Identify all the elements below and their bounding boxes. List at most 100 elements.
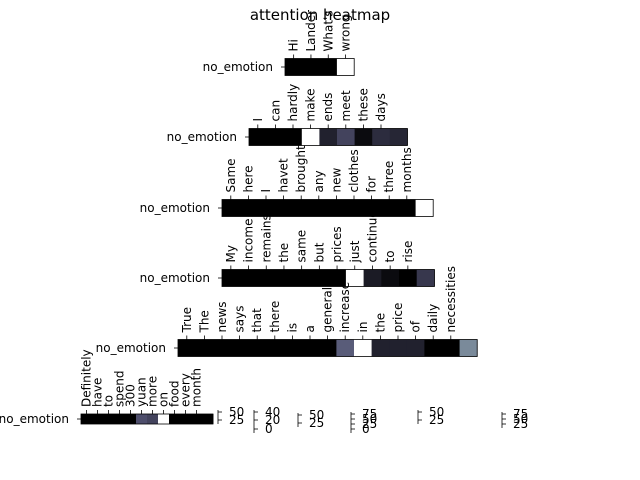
heatmap-cell <box>239 199 258 217</box>
heatmap-cell <box>318 339 337 357</box>
token-label: havet <box>277 158 291 192</box>
heatmap-cell <box>158 414 170 424</box>
token-label: the <box>373 313 387 333</box>
token-label: 300 <box>124 384 138 407</box>
heatmap-cell <box>310 199 328 217</box>
heatmap-cell <box>399 269 418 287</box>
heatmap-cell <box>336 58 355 76</box>
heatmap-cell <box>442 339 460 357</box>
token-label: price <box>391 303 405 333</box>
token-label: income <box>242 219 256 263</box>
token-label: meet <box>339 90 353 121</box>
token-label: but <box>312 242 326 262</box>
colorbar-tick-label: 25 <box>362 417 377 431</box>
token-label: on <box>157 392 171 407</box>
heatmap-cell <box>337 128 355 146</box>
token-label: general <box>321 287 335 333</box>
token-label: food <box>168 380 182 407</box>
heatmap-cell <box>180 414 192 424</box>
heatmap-cell <box>103 414 115 424</box>
token-label: yuan <box>135 377 149 407</box>
heatmap-cell <box>257 269 276 287</box>
heatmap-cell <box>249 128 267 146</box>
heatmap-cell <box>459 339 478 357</box>
colorbar-tick-label: 50 <box>229 405 244 419</box>
token-label: What's <box>321 10 335 51</box>
token-label: days <box>374 93 388 121</box>
heatmap-cell <box>274 199 293 217</box>
heatmap-cell <box>178 339 196 357</box>
heatmap-cell <box>363 269 382 287</box>
heatmap-cell <box>195 339 214 357</box>
heatmap-cell <box>301 128 320 146</box>
token-label: remains <box>259 214 273 262</box>
heatmap-cell <box>222 199 240 217</box>
heatmap-cell <box>310 269 329 287</box>
heatmap-cell <box>283 339 302 357</box>
heatmap-cell <box>266 339 284 357</box>
heatmap-cell <box>169 414 181 424</box>
heatmap-cell <box>222 269 241 287</box>
heatmap-cell <box>125 414 137 424</box>
heatmap-cell <box>292 199 311 217</box>
token-label: Hi <box>287 39 301 51</box>
token-label: every <box>179 373 193 407</box>
token-label: that <box>250 308 264 333</box>
heatmap-cell <box>380 199 399 217</box>
heatmap-cell <box>147 414 159 424</box>
heatmap-cell <box>284 128 303 146</box>
heatmap-cell <box>136 414 148 424</box>
heatmap-cell <box>354 339 372 357</box>
heatmap-cell <box>319 58 338 76</box>
token-label: necessities <box>444 266 458 332</box>
chart-title: attention heatmap <box>249 6 391 24</box>
heatmap-cell <box>371 339 390 357</box>
token-label: have <box>91 378 105 407</box>
heatmap-cell <box>191 414 203 424</box>
token-label: more <box>146 376 160 407</box>
token-label: increase <box>338 282 352 333</box>
heatmap-cell <box>354 128 373 146</box>
token-label: Definitely <box>80 349 94 407</box>
token-label: news <box>215 301 229 332</box>
heatmap-cell <box>266 128 285 146</box>
colorbar-tick-label: 25 <box>429 413 444 427</box>
heatmap-cell <box>362 199 381 217</box>
colorbar-tick-label: 50 <box>309 408 324 422</box>
token-label: hardly <box>286 84 300 122</box>
heatmap-cell <box>406 339 425 357</box>
token-label: wrong <box>339 14 353 51</box>
token-label: True <box>180 307 194 334</box>
heatmap-cell <box>213 339 232 357</box>
colorbar-tick-label: 50 <box>429 405 444 419</box>
token-label: I <box>251 118 265 122</box>
heatmap-cell <box>81 414 93 424</box>
heatmap-cell <box>92 414 104 424</box>
token-label: to <box>383 250 397 262</box>
token-label: same <box>295 230 309 263</box>
heatmap-cell <box>301 339 320 357</box>
colorbar-tick-label: 0 <box>265 422 273 436</box>
heatmap-cell <box>415 199 434 217</box>
token-label: clothes <box>347 149 361 192</box>
colorbar-tick-label: 75 <box>513 407 528 421</box>
token-label: ends <box>321 93 335 122</box>
colorbar-tick-label: 75 <box>362 407 377 421</box>
heatmap-cell <box>389 128 408 146</box>
token-label: a <box>303 325 317 332</box>
heatmap-cell <box>257 199 276 217</box>
token-label: here <box>241 165 255 192</box>
colorbar-tick-label: 25 <box>309 416 324 430</box>
heatmap-cell <box>202 414 214 424</box>
heatmap-cell <box>345 269 364 287</box>
token-label: can <box>268 100 282 122</box>
token-label: is <box>285 323 299 333</box>
token-label: these <box>356 88 370 121</box>
token-label: just <box>348 240 362 263</box>
heatmap-cell <box>230 339 249 357</box>
token-label: rise <box>401 241 415 263</box>
token-label: three <box>382 161 396 193</box>
colorbar-tick-label: 40 <box>265 405 280 419</box>
heatmap-cell <box>424 339 443 357</box>
